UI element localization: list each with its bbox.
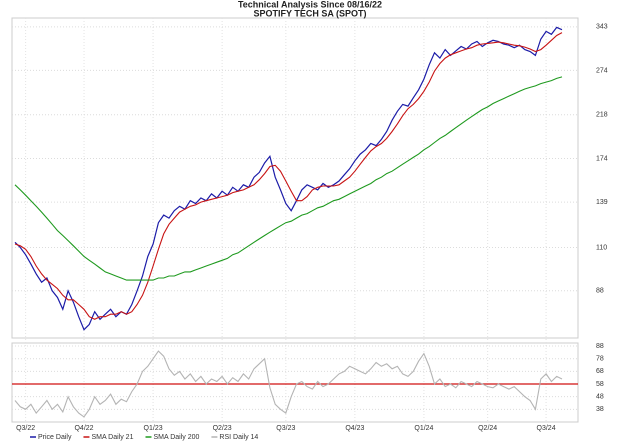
y-tick-label: 58 — [596, 381, 604, 388]
x-tick-label: Q2/24 — [478, 425, 497, 432]
y-tick-label: 274 — [596, 67, 608, 74]
series-line — [14, 26, 563, 331]
x-tick-label: Q4/22 — [74, 425, 93, 432]
y-tick-label: 68 — [596, 368, 604, 375]
y-tick-label: 174 — [596, 155, 608, 162]
series-line — [14, 350, 563, 418]
legend-label: RSI Daily 14 — [219, 434, 258, 441]
x-tick-label: Q1/24 — [414, 425, 433, 432]
x-tick-label: Q4/23 — [345, 425, 364, 432]
x-tick-label: Q3/22 — [16, 425, 35, 432]
y-tick-label: 88 — [596, 343, 604, 350]
y-tick-label: 110 — [596, 244, 607, 251]
x-tick-label: Q3/23 — [276, 425, 295, 432]
x-tick-label: Q1/23 — [144, 425, 163, 432]
series-line — [14, 76, 563, 281]
legend-label: Price Daily — [38, 434, 72, 441]
legend-label: SMA Daily 21 — [91, 434, 133, 441]
y-tick-label: 343 — [596, 24, 608, 31]
x-tick-label: Q2/23 — [213, 425, 232, 432]
chart-title: Technical Analysis Since 08/16/22 — [238, 0, 382, 9]
rsi-panel — [11, 342, 579, 423]
x-tick-label: Q3/24 — [537, 425, 556, 432]
y-tick-label: 88 — [596, 288, 604, 295]
y-tick-label: 139 — [596, 199, 608, 206]
chart-subtitle: SPOTIFY TECH SA (SPOT) — [253, 8, 366, 18]
price-panel — [11, 17, 579, 339]
y-tick-label: 218 — [596, 112, 608, 119]
y-tick-label: 78 — [596, 356, 604, 363]
legend-label: SMA Daily 200 — [153, 434, 199, 441]
series-line — [14, 32, 563, 320]
y-tick-label: 38 — [596, 406, 604, 413]
y-tick-label: 48 — [596, 394, 604, 401]
